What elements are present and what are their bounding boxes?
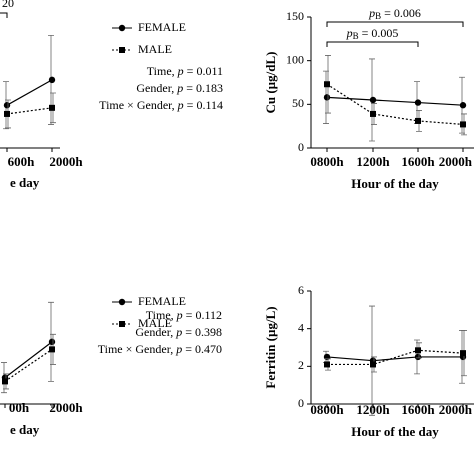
stat-part: = 0.011 bbox=[184, 64, 223, 78]
stat-text: Time × Gender, p = 0.114 bbox=[99, 98, 223, 112]
legend-label: FEMALE bbox=[138, 294, 186, 308]
significance-bracket bbox=[326, 21, 464, 27]
stat-part: Gender, bbox=[136, 81, 177, 95]
y-tick-label: 2 bbox=[298, 358, 304, 372]
data-point bbox=[4, 110, 10, 117]
x-tick-label: 2000h bbox=[49, 154, 83, 169]
data-point bbox=[415, 347, 421, 354]
x-tick-label: 2000h bbox=[439, 154, 473, 169]
stat-part: p bbox=[176, 81, 183, 95]
stat-part: Time, bbox=[146, 308, 177, 322]
annotation: 20 bbox=[2, 0, 14, 10]
stat-part: p bbox=[177, 98, 184, 112]
y-axis-title: Ferritin (µg/L) bbox=[263, 306, 278, 388]
data-point bbox=[414, 99, 422, 106]
series-line bbox=[4, 341, 53, 379]
y-tick-label: 0 bbox=[298, 396, 304, 410]
stat-text: Time, p = 0.112 bbox=[146, 308, 222, 322]
data-point bbox=[324, 81, 330, 88]
series-line bbox=[326, 356, 463, 362]
data-point bbox=[414, 353, 422, 361]
p-subscript: B bbox=[375, 11, 381, 21]
x-axis-title: Hour of the day bbox=[351, 176, 439, 191]
y-tick-label: 100 bbox=[286, 52, 304, 66]
data-point bbox=[370, 110, 376, 117]
x-tick-label: 2000h bbox=[439, 402, 473, 417]
significance-label: pB = 0.006 bbox=[368, 6, 421, 21]
data-point bbox=[2, 378, 8, 385]
annotation-bracket bbox=[0, 12, 8, 18]
x-tick-label: 600h bbox=[8, 154, 36, 169]
data-point bbox=[49, 104, 55, 111]
y-axis-title: Cu (µg/dL) bbox=[263, 51, 278, 113]
p-subscript: B bbox=[353, 31, 359, 41]
y-tick-label: 6 bbox=[298, 283, 304, 297]
x-tick-label: 1200h bbox=[356, 402, 390, 417]
data-point bbox=[415, 117, 421, 124]
y-tick-label: 150 bbox=[286, 9, 304, 23]
legend-label: MALE bbox=[138, 42, 172, 56]
data-point bbox=[323, 94, 331, 101]
stat-text: Gender, p = 0.183 bbox=[136, 81, 223, 95]
x-axis-title: Hour of the day bbox=[351, 424, 439, 439]
data-point bbox=[460, 350, 466, 357]
y-tick-label: 0 bbox=[298, 140, 304, 154]
stat-part: Time, bbox=[147, 64, 178, 78]
significance-label: pB = 0.005 bbox=[346, 26, 399, 41]
data-point bbox=[460, 121, 466, 128]
stat-text: Time, p = 0.011 bbox=[147, 64, 223, 78]
stat-part: Gender, bbox=[135, 325, 176, 339]
y-tick-label: 50 bbox=[292, 96, 304, 110]
p-value: = 0.006 bbox=[381, 6, 421, 20]
data-point bbox=[48, 76, 56, 84]
x-axis-title: e day bbox=[10, 175, 40, 190]
stat-part: Time × Gender, bbox=[98, 342, 177, 356]
x-tick-label: 0800h bbox=[310, 402, 344, 417]
data-point bbox=[118, 298, 126, 306]
stat-part: = 0.114 bbox=[184, 98, 223, 112]
stat-part: Time × Gender, bbox=[99, 98, 178, 112]
data-point bbox=[459, 102, 467, 109]
data-point bbox=[324, 361, 330, 368]
data-point bbox=[119, 321, 125, 327]
series-line bbox=[326, 83, 464, 126]
p-symbol: p bbox=[346, 26, 353, 40]
x-tick-label: 00h bbox=[9, 400, 30, 415]
legend-label: MALE bbox=[138, 316, 172, 330]
data-point bbox=[48, 338, 56, 346]
p-symbol: p bbox=[368, 6, 375, 20]
data-point bbox=[370, 361, 376, 368]
y-tick-label: 4 bbox=[298, 320, 304, 334]
stat-part: p bbox=[175, 342, 182, 356]
data-point bbox=[118, 24, 126, 32]
series-line bbox=[6, 107, 53, 115]
series-line bbox=[327, 349, 464, 366]
stat-part: = 0.470 bbox=[182, 342, 222, 356]
stat-part: = 0.398 bbox=[182, 325, 222, 339]
stat-text: Time × Gender, p = 0.470 bbox=[98, 342, 222, 356]
data-point bbox=[119, 47, 125, 53]
series-line bbox=[326, 96, 464, 106]
x-tick-label: 1600h bbox=[401, 402, 435, 417]
data-point bbox=[369, 96, 377, 104]
significance-bracket bbox=[326, 41, 419, 47]
stat-part: p bbox=[177, 64, 184, 78]
data-point bbox=[3, 102, 11, 109]
stat-text: Gender, p = 0.398 bbox=[135, 325, 222, 339]
data-point bbox=[49, 346, 55, 353]
x-tick-label: 2000h bbox=[49, 400, 83, 415]
x-tick-label: 1600h bbox=[401, 154, 435, 169]
x-tick-label: 0800h bbox=[310, 154, 344, 169]
stat-part: = 0.183 bbox=[183, 81, 223, 95]
legend-label: FEMALE bbox=[138, 20, 186, 34]
stat-part: p bbox=[175, 325, 182, 339]
p-value: = 0.005 bbox=[359, 26, 399, 40]
stat-part: = 0.112 bbox=[183, 308, 222, 322]
stat-part: p bbox=[176, 308, 183, 322]
series-line bbox=[4, 348, 53, 382]
series-line bbox=[6, 79, 53, 106]
x-axis-title: e day bbox=[10, 422, 40, 437]
x-tick-label: 1200h bbox=[356, 154, 390, 169]
